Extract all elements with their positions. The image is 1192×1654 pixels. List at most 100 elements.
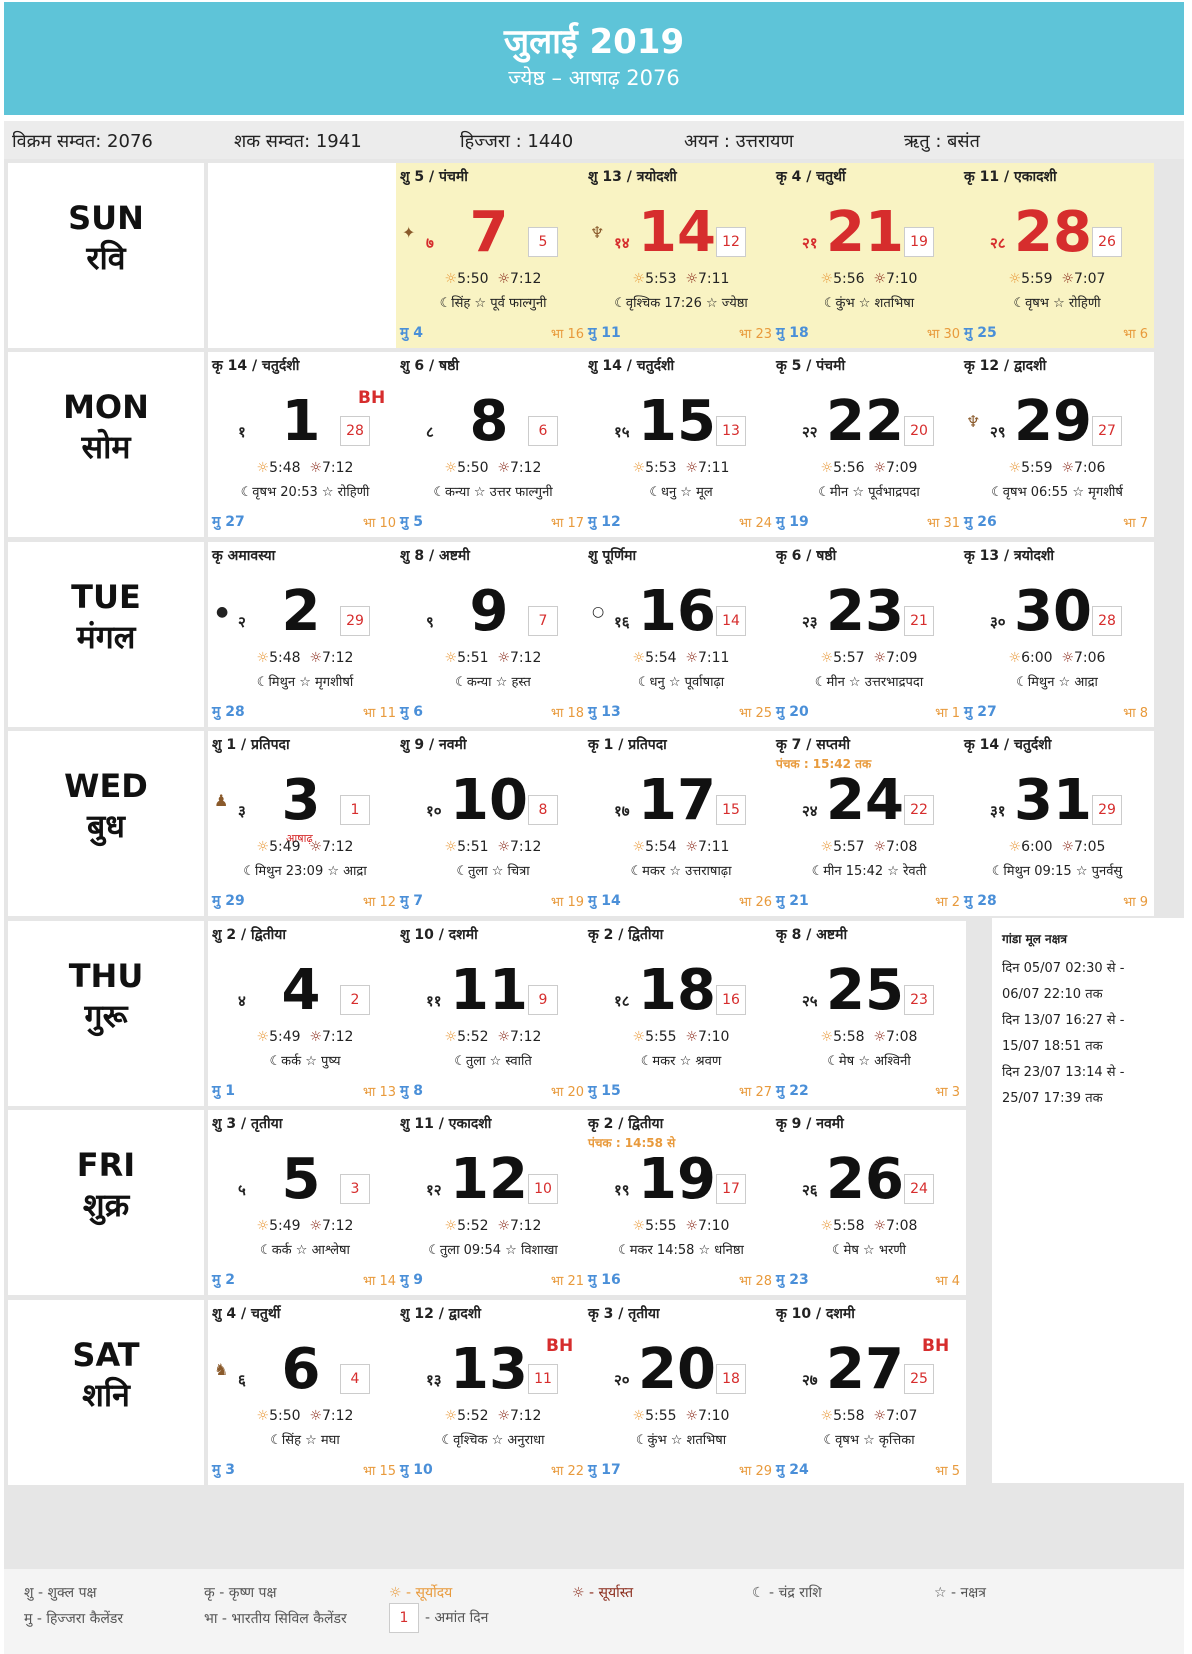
sunrise-time: 5:59 [1021,460,1053,476]
day-cell[interactable]: कृ 1 / प्रतिपदा १७ 17 15 ☼5:54 ☼7:11 ☾मकर ☆ उ… [584,731,778,916]
day-cell[interactable]: शु 11 / एकादशी १२ 12 10 ☼5:52 ☼7:12 ☾तुला 09:… [396,1110,590,1295]
hijri-date: मु 27 [212,514,245,530]
day-cell[interactable]: कृ 9 / नवमी २६ 26 24 ☼5:58 ☼7:08 ☾मेष ☆ भरणी म… [772,1110,966,1295]
moon-icon: ☾ [433,485,445,500]
hindi-date: १४ [614,234,630,252]
day-cell[interactable]: शु 9 / नवमी १० 10 8 ☼5:51 ☼7:12 ☾तुला ☆ चित्र… [396,731,590,916]
day-cell[interactable]: कृ 11 / एकादशी २८ 28 26 ☼5:59 ☼7:07 ☾वृषभ ☆ र… [960,163,1154,348]
sunrise-time: 5:50 [269,1408,301,1424]
sunset-time: 7:12 [322,1218,354,1234]
sun-times: ☼5:48 ☼7:12 [208,460,402,476]
sunrise-icon: ☼ [820,839,834,855]
amant-day-box: 1 [340,795,370,825]
sunset-icon: ☼ [1061,271,1075,287]
day-cell[interactable]: शु 13 / त्रयोदशी ♆ १४ 14 12 ☼5:53 ☼7:11 ☾वृश्च… [584,163,778,348]
amant-day-box: 25 [904,1364,934,1394]
sunset-icon: ☼ [873,1029,887,1045]
day-cell[interactable]: कृ 14 / चतुर्दशी BH १ 1 28 ☼5:48 ☼7:12 ☾वृषभ 2… [208,352,402,537]
moon-icon: ☾ [818,485,830,500]
day-cell[interactable]: कृ 14 / चतुर्दशी ३१ 31 29 ☼6:00 ☼7:05 ☾मिथुन … [960,731,1154,916]
raashi-text: वृश्चिक 17:26 ☆ ज्येष्ठा [625,296,748,311]
day-cell[interactable]: शु 6 / षष्ठी ८ 8 6 ☼5:50 ☼7:12 ☾कन्या ☆ उत्तर… [396,352,590,537]
day-cell[interactable]: शु 4 / चतुर्थी ♞ ६ 6 4 ☼5:50 ☼7:12 ☾सिंह ☆ मघा… [208,1300,402,1485]
day-cell[interactable]: शु 10 / दशमी ११ 11 9 ☼5:52 ☼7:12 ☾तुला ☆ स्वा… [396,921,590,1106]
sun-times: ☼5:58 ☼7:08 [772,1218,966,1234]
sun-times: ☼5:53 ☼7:11 [584,460,778,476]
hijri-date: मु 14 [588,893,621,909]
sunrise-time: 5:50 [457,460,489,476]
day-cell[interactable]: कृ अमावस्या ● २ 2 29 ☼5:48 ☼7:12 ☾मिथुन ☆ मृगश… [208,542,402,727]
sunrise-icon: ☼ [820,1029,834,1045]
date-number: 19 [638,1147,716,1212]
tithi-label: कृ 1 / प्रतिपदा [588,737,667,753]
day-cell[interactable]: कृ 6 / षष्ठी २३ 23 21 ☼5:57 ☼7:09 ☾मीन ☆ उत्त… [772,542,966,727]
hijri-date: मु 3 [212,1462,235,1478]
day-cell[interactable]: शु 3 / तृतीया ५ 5 3 ☼5:49 ☼7:12 ☾कर्क ☆ आश्ले… [208,1110,402,1295]
sunset-icon: ☼ [309,839,323,855]
day-cell[interactable]: शु पूर्णिमा ○ १६ 16 14 ☼5:54 ☼7:11 ☾धनु ☆ पूर्… [584,542,778,727]
day-cell[interactable]: कृ 3 / तृतीया २० 20 18 ☼5:55 ☼7:10 ☾कुंभ ☆ शत… [584,1300,778,1485]
day-cell[interactable]: कृ 7 / सप्तमी पंचक : 15:42 तक २४ 24 22 ☼5:57 … [772,731,966,916]
raashi-text: मेष ☆ अश्विनी [838,1054,911,1069]
moon-icon: ☾ [811,864,824,879]
info-bar: विक्रम सम्वत: 2076 शक सम्वत: 1941 हिज्जर… [4,121,1184,159]
moon-icon: ☾ [439,296,452,311]
moon-icon: ☾ [428,1243,440,1258]
sunset-icon: ☼ [685,1408,699,1424]
day-cell[interactable]: कृ 5 / पंचमी २२ 22 20 ☼5:56 ☼7:09 ☾मीन ☆ पूर्… [772,352,966,537]
bharatiya-date: भा 18 [550,706,584,721]
sunrise-time: 5:54 [645,839,677,855]
sunset-time: 7:09 [886,460,918,476]
day-cell[interactable]: कृ 8 / अष्टमी २५ 25 23 ☼5:58 ☼7:08 ☾मेष ☆ अश्… [772,921,966,1106]
sun-times: ☼5:58 ☼7:08 [772,1029,966,1045]
day-cell[interactable]: शु 5 / पंचमी ✦ ७ 7 5 ☼5:50 ☼7:12 ☾सिंह ☆ पूर्व… [396,163,590,348]
moon-sign-nakshatra: ☾वृश्चिक ☆ अनुराधा [396,1430,590,1448]
hindi-date: १८ [614,992,630,1010]
amant-day-box: 11 [528,1364,558,1394]
sunrise-time: 5:55 [645,1218,677,1234]
bharatiya-date: भा 7 [1123,516,1148,531]
day-cell[interactable]: शु 12 / द्वादशी BH १३ 13 11 ☼5:52 ☼7:12 ☾वृश्च… [396,1300,590,1485]
day-cell[interactable]: शु 2 / द्वितीया ४ 4 2 ☼5:49 ☼7:12 ☾कर्क ☆ पुष… [208,921,402,1106]
legend-nakshatra: ☆ - नक्षत्र [934,1585,987,1601]
day-cell[interactable]: शु 8 / अष्टमी ९ 9 7 ☼5:51 ☼7:12 ☾कन्या ☆ हस्त… [396,542,590,727]
moon-sign-nakshatra: ☾वृश्चिक 17:26 ☆ ज्येष्ठा [584,293,778,311]
day-cell[interactable]: शु 1 / प्रतिपदा ♟ ३ 3 1 आषाढ़ ☼5:49 ☼7:12 ☾मिथु… [208,731,402,916]
day-cell[interactable]: शु 14 / चतुर्दशी १५ 15 13 ☼5:53 ☼7:11 ☾धनु ☆ … [584,352,778,537]
amant-day-box: 29 [340,606,370,636]
moon-sign-nakshatra: ☾कर्क ☆ आश्लेषा [208,1240,402,1258]
sunrise-icon: ☼ [1008,650,1022,666]
hindi-date: २८ [990,234,1006,252]
day-cell[interactable]: कृ 2 / द्वितीया १८ 18 16 ☼5:55 ☼7:10 ☾मकर ☆ श… [584,921,778,1106]
day-cell[interactable]: कृ 2 / द्वितीया पंचक : 14:58 से १९ 19 17 ☼5:5… [584,1110,778,1295]
day-cell[interactable]: कृ 13 / त्रयोदशी ३० 30 28 ☼6:00 ☼7:06 ☾मिथुन … [960,542,1154,727]
day-cell[interactable]: कृ 4 / चतुर्थी २१ 21 19 ☼5:56 ☼7:10 ☾कुंभ ☆ श… [772,163,966,348]
moon-sign-nakshatra: ☾मीन 15:42 ☆ रेवती [772,861,966,879]
bharatiya-date: भा 2 [935,895,960,910]
date-number: 27 [826,1337,904,1402]
day-cell[interactable]: कृ 12 / द्वादशी ♆ २९ 29 27 ☼5:59 ☼7:06 ☾वृषभ 0… [960,352,1154,537]
sunset-time: 7:10 [698,1218,730,1234]
amant-day-box: 22 [904,795,934,825]
amant-day-box: 19 [904,227,934,257]
sunset-time: 7:09 [886,650,918,666]
sun-times: ☼5:49 ☼7:12 [208,1218,402,1234]
raashi-text: मिथुन ☆ मृगशीर्षा [268,675,354,690]
day-cell[interactable]: कृ 10 / दशमी BH २७ 27 25 ☼5:58 ☼7:07 ☾वृषभ ☆ क… [772,1300,966,1485]
sunset-time: 7:12 [322,839,354,855]
amant-day-box: 5 [528,227,558,257]
bharatiya-date: भा 17 [550,516,584,531]
moon-sign-nakshatra: ☾मेष ☆ अश्विनी [772,1051,966,1069]
amant-day-box: 28 [340,416,370,446]
hijri-date: मु 5 [400,514,423,530]
bharatiya-date: भा 14 [362,1274,396,1289]
hijri-date: मु 19 [776,514,809,530]
moon-icon: ☾ [260,1243,272,1258]
bharatiya-date: भा 10 [362,516,396,531]
sunrise-icon: ☼ [632,1218,646,1234]
sunrise-icon: ☼ [444,1408,458,1424]
date-number: 18 [638,958,716,1023]
sunrise-icon: ☼ [256,839,270,855]
tithi-label: शु 2 / द्वितीया [212,927,287,943]
day-label-sat: SAT शनि [8,1300,204,1485]
